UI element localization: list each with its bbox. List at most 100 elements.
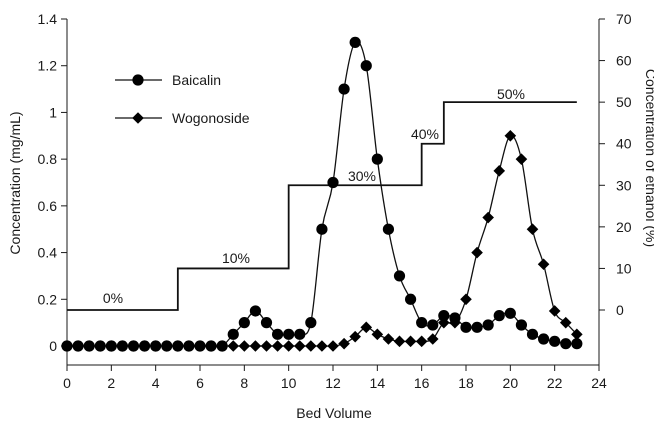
- x-tick-label: 18: [458, 375, 474, 391]
- x-tick-label: 4: [152, 375, 160, 391]
- wogonoside-point: [305, 340, 317, 352]
- x-tick-label: 0: [63, 375, 71, 391]
- baicalin-point: [249, 305, 262, 317]
- wogonoside-point: [105, 340, 118, 352]
- wogonoside-point: [194, 340, 206, 352]
- y-tick-label: 1.4: [38, 11, 58, 27]
- x-tick-label: 2: [107, 375, 115, 391]
- wogonoside-point: [460, 293, 472, 306]
- baicalin-point: [260, 317, 273, 329]
- axes: 0 2 4 6 8 10 12 14 16 18 20 22 2400.20.40.60.811.21.…: [38, 11, 632, 391]
- baicalin-point: [271, 328, 284, 340]
- wogonoside-point: [426, 333, 439, 345]
- wogonoside-point: [72, 340, 84, 352]
- wogonoside-point: [160, 340, 173, 352]
- y2-tick-label: 50: [616, 94, 632, 110]
- baicalin-point: [316, 223, 328, 235]
- wogonoside-point: [327, 340, 339, 352]
- wogonoside-point: [138, 340, 151, 352]
- wogonoside-point: [493, 165, 506, 177]
- x-axis-title: Bed Volume: [296, 405, 372, 421]
- wogonoside-point: [504, 129, 517, 142]
- y2-tick-label: 0: [616, 302, 624, 318]
- ethanol-step-label: 30%: [348, 168, 376, 184]
- legend-marker: [132, 112, 144, 124]
- annotation-layer: 0% 10% 30% 40% 50%: [103, 86, 525, 306]
- wogonoside-point: [127, 340, 140, 352]
- baicalin-point: [482, 319, 494, 331]
- ethanol-step-layer: [67, 101, 577, 311]
- legend-label: Wogonoside: [172, 110, 250, 126]
- wogonoside-point: [349, 330, 361, 343]
- y-tick-label: 0: [49, 338, 57, 354]
- wogonoside-point: [293, 340, 306, 352]
- baicalin-point: [460, 321, 472, 333]
- baicalin-point: [526, 328, 539, 340]
- x-tick-label: 20: [503, 375, 519, 391]
- baicalin-point: [438, 310, 450, 322]
- y2-tick-label: 60: [616, 53, 632, 69]
- x-tick-label: 8: [240, 375, 248, 391]
- x-tick-label: 10: [281, 375, 297, 391]
- y2-tick-label: 20: [616, 219, 632, 235]
- legend: Baicalin Wogonoside: [115, 72, 250, 126]
- wogonoside-point: [216, 340, 228, 352]
- wogonoside-point: [515, 153, 528, 165]
- baicalin-point: [515, 319, 528, 331]
- y-tick-label: 0.8: [38, 151, 58, 167]
- wogonoside-point: [271, 340, 284, 352]
- baicalin-point: [537, 333, 550, 345]
- wogonoside-point: [449, 316, 461, 329]
- y-tick-label: 0.2: [38, 291, 58, 307]
- marker-layer: [61, 36, 583, 352]
- ethanol-step-label: 10%: [222, 250, 250, 266]
- baicalin-point: [227, 328, 239, 340]
- wogonoside-point: [548, 305, 561, 317]
- x-tick-label: 12: [325, 375, 341, 391]
- ethanol-step-label: 40%: [411, 126, 439, 142]
- wogonoside-point: [116, 340, 129, 352]
- baicalin-point: [283, 328, 295, 340]
- baicalin-point: [338, 83, 350, 95]
- wogonoside-point: [282, 340, 295, 352]
- wogonoside-point: [94, 340, 107, 352]
- legend-marker: [132, 74, 144, 86]
- wogonoside-point: [183, 340, 195, 352]
- wogonoside-point: [238, 340, 251, 352]
- ethanol-step-label: 50%: [497, 86, 525, 102]
- wogonoside-point: [260, 340, 273, 352]
- baicalin-point: [327, 176, 339, 189]
- baicalin-point: [349, 36, 361, 48]
- wogonoside-point: [482, 211, 494, 224]
- x-tick-label: 22: [547, 375, 563, 391]
- wogonoside-point: [559, 316, 572, 329]
- wogonoside-point: [61, 340, 73, 352]
- baicalin-point: [427, 319, 439, 331]
- ethanol-step-line: [67, 101, 577, 311]
- y-tick-label: 0.6: [38, 198, 58, 214]
- x-tick-label: 6: [196, 375, 204, 391]
- baicalin-point: [393, 270, 406, 282]
- wogonoside-point: [393, 335, 406, 348]
- baicalin-point: [360, 60, 372, 72]
- wogonoside-point: [526, 223, 539, 236]
- y-tick-label: 0.4: [38, 245, 58, 261]
- wogonoside-point: [316, 340, 328, 352]
- wogonoside-point: [471, 246, 483, 259]
- baicalin-point: [382, 223, 395, 235]
- wogonoside-point: [205, 340, 217, 352]
- baicalin-point: [549, 335, 561, 347]
- y-axis-title: Concentration (mg/mL): [7, 111, 23, 254]
- baicalin-point: [371, 153, 383, 165]
- y-tick-label: 1.2: [38, 58, 58, 74]
- baicalin-point: [560, 338, 572, 350]
- baicalin-point: [416, 317, 428, 329]
- baicalin-point: [471, 321, 483, 333]
- wogonoside-point: [360, 321, 373, 334]
- wogonoside-point: [571, 328, 583, 341]
- baicalin-point: [493, 310, 505, 322]
- y2-axis-title: Concentration of ethanol (%): [643, 69, 654, 247]
- baicalin-point: [504, 307, 516, 319]
- x-tick-label: 16: [414, 375, 430, 391]
